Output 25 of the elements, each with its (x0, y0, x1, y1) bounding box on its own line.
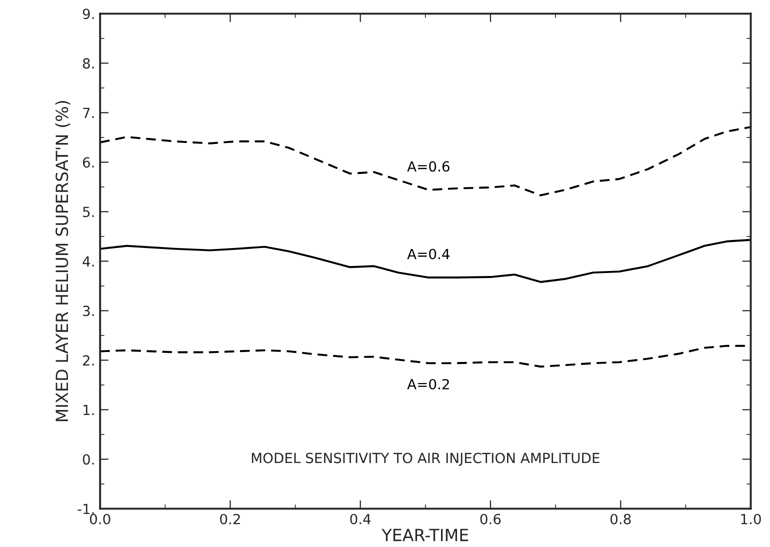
y-tick-label: 3. (83, 306, 94, 316)
x-tick-label: 0.6 (480, 514, 501, 524)
y-tick-label: 6. (82, 157, 94, 168)
y-tick-label: 2. (83, 355, 94, 366)
series-label: A=0.6 (407, 161, 450, 172)
y-tick-label: -1. (78, 504, 94, 514)
y-tick-label: 5. (83, 206, 94, 218)
series-label: A=0.4 (407, 248, 450, 260)
x-tick-label: 0.8 (610, 514, 631, 524)
y-axis-title: MIXED LAYER HELIUM SUPERSAT'N (%) (55, 101, 70, 422)
y-tick-label: 8. (82, 58, 94, 69)
y-tick-label: 1. (84, 404, 94, 415)
y-tick-label: 4. (82, 256, 94, 266)
y-tick-label: 7. (83, 108, 94, 118)
x-tick-label: 1.0 (741, 514, 761, 524)
series-label: A=0.2 (407, 378, 449, 390)
line-series (100, 238, 751, 283)
y-tick-label: 9. (82, 8, 94, 20)
y-tick-label: 0. (82, 454, 94, 465)
x-axis-title: YEAR-TIME (382, 528, 468, 542)
line-series (100, 126, 751, 196)
x-tick-label: 0.4 (350, 514, 371, 524)
annotation: MODEL SENSITIVITY TO AIR INJECTION AMPLITUDE (252, 452, 600, 466)
x-tick-label: 0.0 (90, 514, 110, 524)
x-tick-label: 0.2 (220, 514, 240, 524)
